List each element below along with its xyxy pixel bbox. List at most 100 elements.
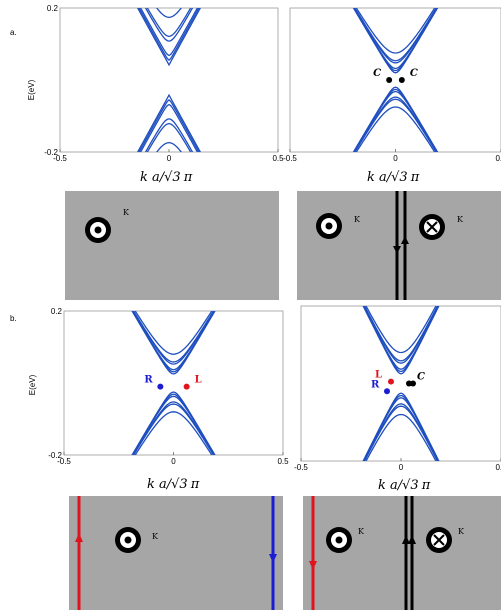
band-line (352, 88, 439, 152)
band-line (131, 311, 216, 371)
y-axis-label-b: E(eV) (28, 374, 37, 395)
band-line (155, 141, 183, 152)
band-lines (131, 311, 216, 455)
valley-label-k: K (457, 215, 464, 224)
gray-sheet (303, 496, 501, 610)
band-line (363, 403, 439, 461)
band-line (146, 122, 192, 152)
marker-label: R (371, 379, 380, 390)
band-line (144, 8, 194, 42)
schematic-a-right: K K (297, 191, 501, 300)
band-plot-b-left: -0.5 0 0.5 0.2 -0.2 R L (48, 307, 289, 466)
band-line (354, 8, 437, 62)
plot-frame (63, 310, 284, 456)
band-line (136, 8, 202, 67)
y-tick-label: -0.2 (44, 148, 58, 157)
edge-channel-arrows (393, 191, 409, 300)
band-line (352, 86, 439, 152)
band-line (136, 93, 202, 152)
band-line (131, 391, 216, 455)
band-line (139, 8, 199, 57)
svg-text:k a/√3π: k a/√3 π (367, 170, 420, 185)
marker-point (384, 388, 390, 395)
band-line (362, 392, 440, 461)
schematic-a-left: K (65, 191, 279, 300)
marker-label: R (144, 375, 153, 386)
band-line (362, 306, 440, 373)
valley-into-plane-icon (426, 527, 452, 553)
gray-sheet (69, 496, 283, 610)
edge-channel-arrows (402, 496, 416, 610)
band-line (132, 311, 215, 363)
blue-edge-channel (269, 496, 277, 610)
band-line (352, 8, 439, 74)
band-lines (352, 8, 439, 152)
x-tick-label: 0.5 (277, 457, 289, 466)
marker-point (183, 383, 190, 390)
plot-frame (300, 305, 501, 462)
schematic-b-right: K K (303, 496, 501, 610)
band-line (155, 8, 183, 19)
valley-out-of-plane-icon (316, 213, 342, 239)
x-axis-label-a-left: k a/√3 π (140, 170, 193, 185)
valley-label-k: K (458, 527, 465, 536)
x-tick-label: -0.5 (294, 463, 308, 472)
band-line (353, 8, 438, 64)
band-line (363, 306, 439, 364)
band-line (353, 8, 438, 70)
marker-point (157, 383, 164, 390)
panel-label-a: a. (10, 28, 17, 37)
x-tick-label: -0.5 (53, 154, 67, 163)
band-line (365, 306, 437, 354)
band-line (362, 306, 440, 370)
valley-label-k: K (152, 532, 159, 541)
y-tick-label: -0.2 (48, 451, 62, 460)
band-line (131, 393, 216, 455)
x-axis-label-a-right: k a/√3 π (367, 170, 420, 185)
band-line (355, 106, 436, 152)
band-lines (136, 8, 202, 152)
valley-label-k: K (354, 215, 361, 224)
band-line (362, 397, 440, 461)
band-line (132, 311, 215, 365)
band-line (362, 306, 440, 375)
plot-frame (59, 7, 279, 153)
band-plot-a-right: -0.5 0 0.5 C C (283, 7, 501, 163)
band-line (354, 98, 437, 152)
band-line (353, 90, 438, 152)
y-tick-label: 0.2 (51, 307, 63, 316)
marker-point (386, 77, 393, 83)
band-line (138, 8, 200, 62)
band-line (131, 311, 216, 375)
plot-frame (289, 7, 501, 153)
band-line (362, 394, 440, 461)
svg-text:k a/√3π: k a/√3 π (378, 478, 431, 493)
band-line (131, 311, 216, 373)
valley-out-of-plane-icon (326, 527, 352, 553)
x-tick-label: 0 (171, 457, 176, 466)
band-line (134, 311, 213, 355)
band-line (134, 411, 213, 455)
valley-label-k: K (358, 527, 365, 536)
band-line (131, 395, 216, 455)
schematic-b-left: K (69, 496, 283, 610)
red-edge-channel (309, 496, 317, 610)
band-plot-a-left: -0.5 0 0.5 0.2 -0.2 (44, 4, 284, 163)
x-tick-label: -0.5 (57, 457, 71, 466)
band-line (146, 8, 192, 38)
band-line (132, 403, 215, 455)
x-axis-label-b-right: k a/√3 π (378, 478, 431, 493)
band-line (138, 98, 200, 152)
band-line (363, 306, 439, 362)
marker-label: L (195, 375, 202, 386)
band-line (132, 401, 215, 455)
band-plot-b-right: -0.5 0 0.2 LR C (294, 305, 501, 472)
x-tick-label: 0.2 (495, 463, 501, 472)
svg-text:k a/√3π: k a/√3 π (147, 477, 200, 492)
marker-point (398, 77, 405, 83)
x-tick-label: 0 (167, 154, 172, 163)
marker-label: C (373, 68, 381, 79)
band-line (144, 118, 194, 152)
band-lines (362, 306, 440, 461)
svg-text:k a/√3π: k a/√3 π (140, 170, 193, 185)
